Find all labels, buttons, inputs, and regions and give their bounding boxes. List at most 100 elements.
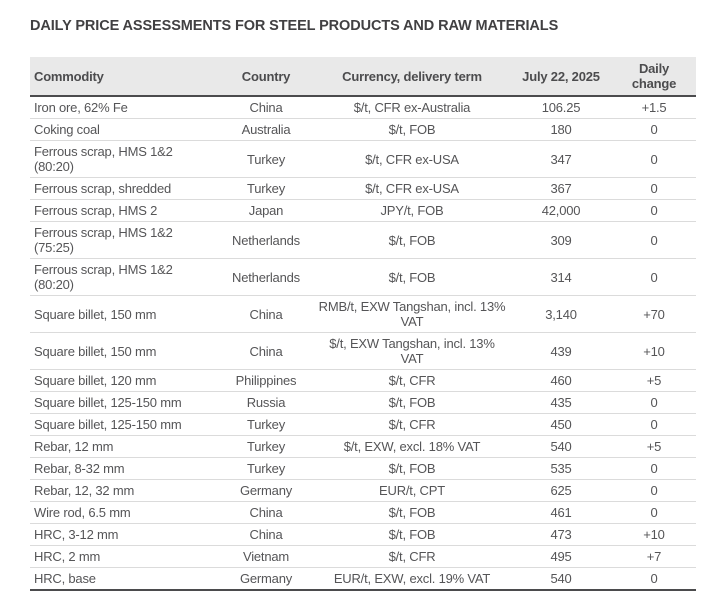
change-cell: 0 xyxy=(612,221,696,259)
price-cell: 347 xyxy=(510,140,612,178)
table-row: Rebar, 8-32 mm Turkey $/t, FOB 535 0 xyxy=(30,457,696,480)
price-cell: 473 xyxy=(510,523,612,546)
price-cell: 495 xyxy=(510,545,612,568)
price-cell: 439 xyxy=(510,332,612,370)
commodity-cell: Iron ore, 62% Fe xyxy=(34,100,128,115)
change-cell: +7 xyxy=(612,545,696,568)
table-row: Square billet, 120 mm Philippines $/t, CFR… xyxy=(30,369,696,392)
change-cell: 0 xyxy=(612,391,696,414)
commodity-cell: Square billet, 125-150 mm xyxy=(30,413,218,436)
price-cell: 540 xyxy=(510,435,612,458)
country-cell: Philippines xyxy=(218,369,314,392)
table-row: Square billet, 150 mm China $/t, EXW Tangs… xyxy=(30,332,696,370)
price-cell: 435 xyxy=(510,391,612,414)
price-cell: 540 xyxy=(510,567,612,591)
change-cell: 0 xyxy=(612,457,696,480)
currency-cell: $/t, EXW Tangshan, incl. 13% VAT xyxy=(314,332,510,370)
table-row: Ferrous scrap, HMS 1&2 (75:25) Netherland… xyxy=(30,221,696,259)
price-cell: 367 xyxy=(510,177,612,200)
country-cell: Germany xyxy=(218,479,314,502)
currency-cell: $/t, CFR ex-USA xyxy=(314,140,510,178)
change-cell: 0 xyxy=(612,118,696,141)
currency-cell: $/t, EXW, excl. 18% VAT xyxy=(314,435,510,458)
currency-cell: EUR/t, EXW, excl. 19% VAT xyxy=(314,567,510,591)
column-header-daily-change: Daily change xyxy=(612,57,696,97)
table-row: Rebar, 12, 32 mm Germany EUR/t, CPT 625 0 xyxy=(30,479,696,502)
change-cell: 0 xyxy=(612,199,696,222)
change-cell: 0 xyxy=(612,479,696,502)
header-row: Commodity Country Currency, delivery ter… xyxy=(30,57,696,97)
commodity-cell: HRC, 2 mm xyxy=(30,545,218,568)
table-row: HRC, base Germany EUR/t, EXW, excl. 19% VA… xyxy=(30,567,696,591)
country-cell: Vietnam xyxy=(218,545,314,568)
price-cell: 106.25 xyxy=(541,100,581,115)
currency-cell: $/t, FOB xyxy=(314,221,510,259)
currency-cell: $/t, FOB xyxy=(314,258,510,296)
table-row: Rebar, 12 mm Turkey $/t, EXW, excl. 18% VA… xyxy=(30,435,696,458)
country-cell: China xyxy=(218,501,314,524)
table-row: Ferrous scrap, HMS 1&2 (80:20) Netherland… xyxy=(30,258,696,296)
change-cell: +70 xyxy=(612,295,696,333)
currency-cell: JPY/t, FOB xyxy=(314,199,510,222)
commodity-cell: Wire rod, 6.5 mm xyxy=(30,501,218,524)
price-cell: 309 xyxy=(510,221,612,259)
column-header-date-price: July 22, 2025 xyxy=(510,57,612,97)
report-page: DAILY PRICE ASSESSMENTS FOR STEEL PRODUC… xyxy=(30,18,696,591)
currency-cell: $/t, CFR xyxy=(314,413,510,436)
currency-cell: $/t, CFR xyxy=(314,369,510,392)
commodity-cell: Ferrous scrap, shredded xyxy=(30,177,218,200)
country-cell: Turkey xyxy=(218,140,314,178)
commodity-cell: Rebar, 12, 32 mm xyxy=(30,479,218,502)
currency-cell: $/t, FOB xyxy=(314,501,510,524)
country-cell: Japan xyxy=(218,199,314,222)
table-row: Coking coal Australia $/t, FOB 180 0 xyxy=(30,118,696,141)
country-cell: China xyxy=(218,332,314,370)
commodity-cell: HRC, base xyxy=(30,567,218,591)
country-cell: Australia xyxy=(218,118,314,141)
commodity-cell: Square billet, 120 mm xyxy=(30,369,218,392)
currency-cell: $/t, CFR xyxy=(314,545,510,568)
price-table-body: Iron ore, 62% Fe China $/t, CFR ex-Austral… xyxy=(30,96,696,591)
currency-cell: $/t, FOB xyxy=(314,118,510,141)
commodity-cell: Ferrous scrap, HMS 2 xyxy=(30,199,218,222)
change-cell: 0 xyxy=(612,258,696,296)
column-header-currency-delivery-term: Currency, delivery term xyxy=(314,57,510,97)
table-row: Iron ore, 62% Fe China $/t, CFR ex-Austral… xyxy=(30,96,696,119)
commodity-cell: Square billet, 125-150 mm xyxy=(30,391,218,414)
change-cell: +1.5 xyxy=(641,100,667,115)
price-cell: 450 xyxy=(510,413,612,436)
change-cell: +5 xyxy=(612,435,696,458)
price-cell: 42,000 xyxy=(510,199,612,222)
price-cell: 3,140 xyxy=(510,295,612,333)
table-row: Square billet, 125-150 mm Turkey $/t, CFR 4… xyxy=(30,413,696,436)
change-cell: 0 xyxy=(612,501,696,524)
currency-cell: $/t, FOB xyxy=(314,457,510,480)
commodity-cell: HRC, 3-12 mm xyxy=(30,523,218,546)
price-cell: 180 xyxy=(510,118,612,141)
currency-cell: RMB/t, EXW Tangshan, incl. 13% VAT xyxy=(314,295,510,333)
table-row: Wire rod, 6.5 mm China $/t, FOB 461 0 xyxy=(30,501,696,524)
commodity-cell: Ferrous scrap, HMS 1&2 (80:20) xyxy=(30,140,218,178)
country-cell: Netherlands xyxy=(218,258,314,296)
commodity-cell: Square billet, 150 mm xyxy=(30,332,218,370)
price-cell: 460 xyxy=(510,369,612,392)
commodity-cell: Ferrous scrap, HMS 1&2 (80:20) xyxy=(30,258,218,296)
country-cell: Turkey xyxy=(218,435,314,458)
country-cell: China xyxy=(249,100,283,115)
table-row: Ferrous scrap, HMS 2 Japan JPY/t, FOB 42,00… xyxy=(30,199,696,222)
table-row: Square billet, 125-150 mm Russia $/t, FOB 4… xyxy=(30,391,696,414)
commodity-cell: Square billet, 150 mm xyxy=(30,295,218,333)
price-cell: 461 xyxy=(510,501,612,524)
price-cell: 314 xyxy=(510,258,612,296)
table-row: Ferrous scrap, HMS 1&2 (80:20) Turkey $/t,… xyxy=(30,140,696,178)
commodity-cell: Rebar, 8-32 mm xyxy=(30,457,218,480)
commodity-cell: Coking coal xyxy=(30,118,218,141)
price-assessments-table: Commodity Country Currency, delivery ter… xyxy=(30,57,696,591)
change-cell: +10 xyxy=(612,523,696,546)
change-cell: 0 xyxy=(612,567,696,591)
page-title: DAILY PRICE ASSESSMENTS FOR STEEL PRODUC… xyxy=(30,18,559,34)
currency-cell: $/t, FOB xyxy=(314,523,510,546)
change-cell: 0 xyxy=(612,413,696,436)
country-cell: Russia xyxy=(218,391,314,414)
column-header-commodity: Commodity xyxy=(30,57,218,97)
